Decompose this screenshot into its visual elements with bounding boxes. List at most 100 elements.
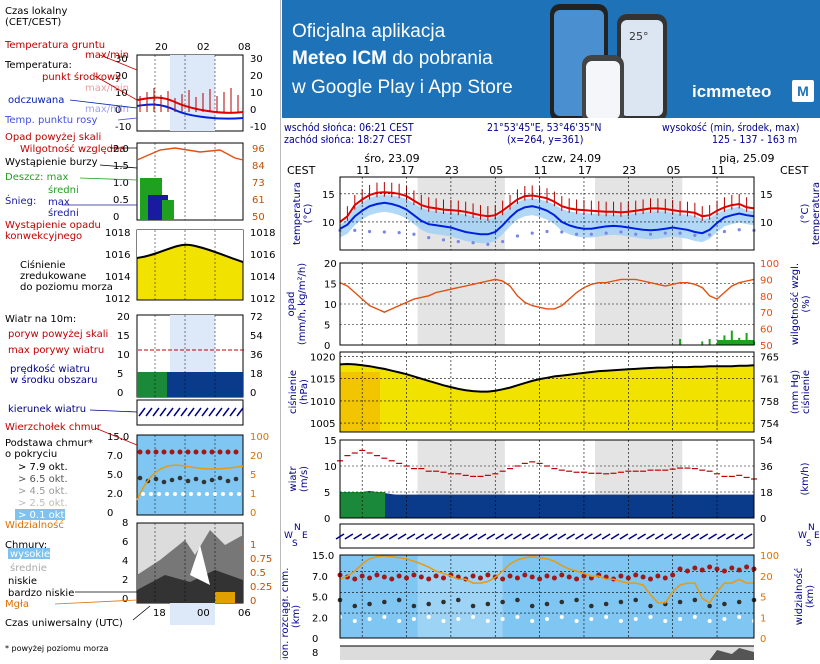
precip-ylabel-group: opad(mm/h, kg/m²/h) [286,263,308,345]
legend-kmh-tick: 54 [250,331,263,342]
wind-arrow [654,533,664,540]
cest-right: CEST [780,164,809,177]
banner-brand: Meteo ICM [292,48,387,69]
okt1-label: > 7.9 okt. [18,462,68,473]
legend-cb-dot-dark [137,475,143,481]
legend-cl-frac: 0.75 [250,554,272,565]
cloud-dot-light [382,615,387,619]
vis-tick: 100 [760,551,779,562]
rain-bar [745,333,748,345]
legend-pres-tick-left: 1014 [105,272,130,283]
cloud-base-dot [433,573,439,579]
legend-pres-tick-right: 1012 [250,294,275,305]
legend-cb-tick: 2.0 [107,489,123,500]
kmh-tick: 54 [760,436,773,447]
banner-line2-rest: do pobrania [387,48,493,69]
day-label: śro, 23.09 [364,152,419,165]
legend-precip-tick: 0.5 [113,195,129,206]
cloud-base-dot [529,574,535,580]
cest-left: CEST [287,164,316,177]
pressure-ylabel-group: ciśnienie(hPa) [287,370,310,414]
rh-tick: 100 [760,259,779,270]
cloud-base-dot [670,572,676,578]
cloud-dot-dark [633,597,639,603]
legend-wind-tick: 20 [117,312,130,323]
fog-label: Mgła [5,599,29,610]
wind-arrow [362,533,372,540]
mid-label: średnie [10,562,47,574]
cloud-dot-dark [515,597,520,603]
legend-cl-frac: 0.25 [250,582,272,593]
legend-leader [94,75,138,101]
legend-cb-dot-dark [225,478,231,484]
hour-tick: 11 [534,164,548,177]
legend-pres-tick-left: 1018 [105,228,130,239]
rain-max-label: Deszcz: max [5,172,68,183]
legend-rh-tick: 50 [252,212,265,223]
legend-wind-tick: 0 [117,388,123,399]
app-banner[interactable]: Oficjalna aplikacja Meteo ICM do pobrani… [282,0,820,118]
legend-cl-frac: 0.5 [250,568,266,579]
cloud-base-dot [441,575,446,581]
icmmeteo-logo: icmmeteo [692,82,772,101]
legend-rh-tick: 96 [252,144,265,155]
wind-label: Wiatr na 10m: [5,314,76,325]
cloud-dot-light [678,617,683,621]
legend-wind-arrow [159,407,167,417]
cloud-base-dot [485,572,491,578]
legend-cb-dot-light [141,492,145,496]
cloud-dot-dark [603,601,609,607]
dewpoint-dot [441,238,446,242]
cloud-base-dot [655,573,661,579]
legend-temp-tick-right: 20 [250,71,263,82]
compass-left: S [292,539,298,549]
altitude-label: wysokość (min, środek, max) [662,122,800,134]
dewpoint-dot [412,232,416,236]
legend-wind-arrow [145,407,153,417]
dewpoint-dot [530,231,534,235]
legend-temp-tick-left: -10 [115,122,131,133]
cloud-dot-light [471,615,476,619]
cloud-dot-dark [485,601,491,607]
legend-kmh-tick: 36 [250,350,263,361]
cloud-base-dot [574,576,580,582]
legend-leader [99,164,138,169]
visibility-label: Widzialność [5,519,64,531]
cloud2-shape [709,648,754,660]
legend-kmh-tick: 72 [250,312,263,323]
wind-arrow [575,533,584,540]
dewpoint-dot [560,230,564,234]
dewpoint-dot [456,239,460,244]
gust-max-label: max porywy wiatru [8,345,104,356]
legend-pres-tick-right: 1016 [250,250,275,261]
wind-arrow [566,533,576,540]
vis-tick: 5 [760,593,766,604]
temp-tick-right: 15 [760,190,773,201]
legend-wind-arrow [201,407,209,417]
dewpoint-dot [708,233,712,237]
cloud-base-dot [537,576,543,582]
cloud-base-dot [744,564,750,570]
legend-cb-dot-light [149,492,153,496]
wind-arrow [477,533,487,540]
legend-cc-gap [190,545,210,585]
cloud-base-dot [707,564,713,570]
banner-line3: w Google Play i App Store [292,77,513,98]
time-local-label: Czas lokalny (CET/CEST) [5,6,68,28]
wind-arrow [397,533,407,540]
cloud-base-dot [736,567,742,573]
cloud-base-dot [648,576,653,582]
legend-cb-tick: 0 [107,508,113,519]
legend-rh-line [136,147,244,161]
legend-cb-dot [145,449,151,455]
snow-max-label: max [48,197,70,208]
vis-ylabel: widzialność(km) [793,568,816,625]
rain-area [717,340,754,345]
cloud-dot-dark [677,599,683,605]
compass-right: N [808,523,815,533]
cloud-base-dot [381,574,387,580]
cloud-base-dot [640,574,646,580]
cloud-dot-light [589,617,594,621]
dewpoint-dot [515,234,520,238]
wind-arrow [442,533,451,540]
